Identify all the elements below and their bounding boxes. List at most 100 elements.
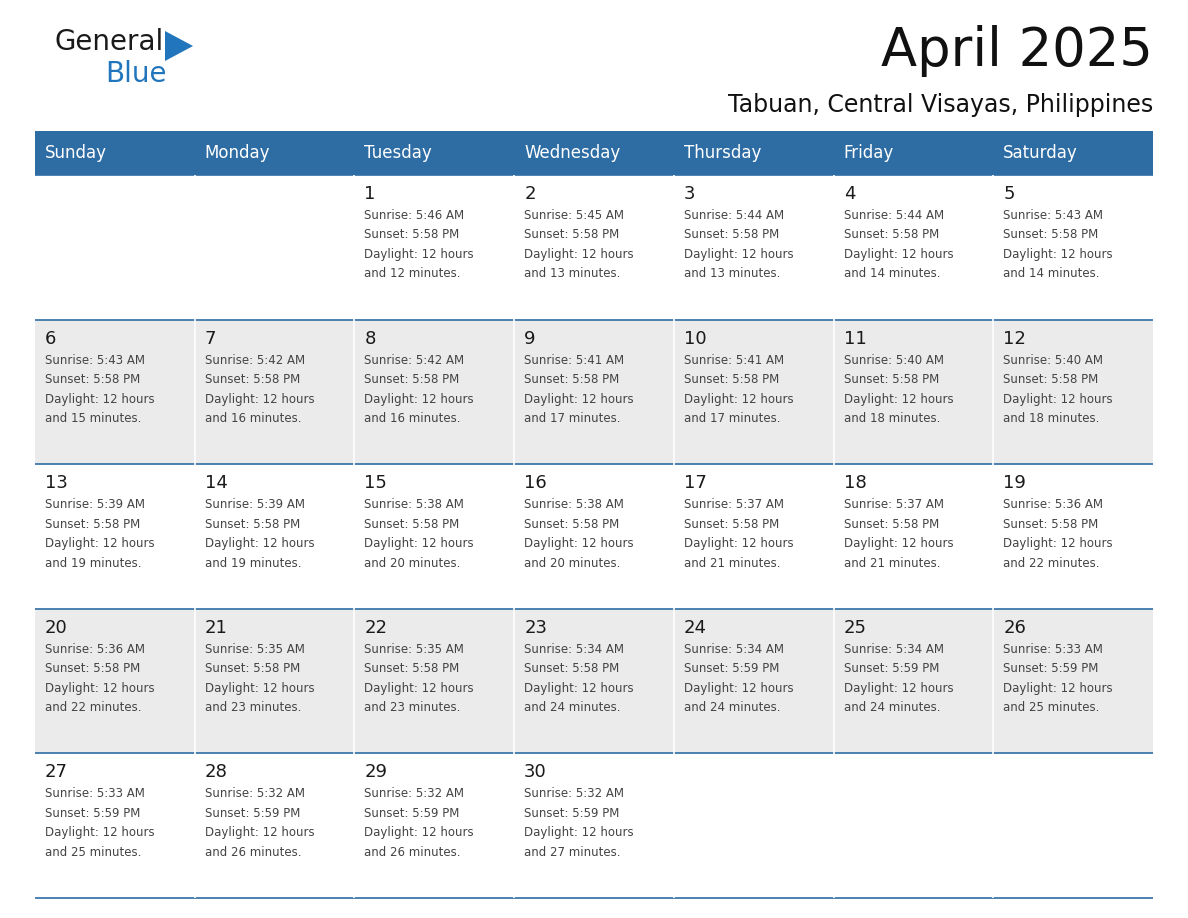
Text: and 19 minutes.: and 19 minutes. (45, 556, 141, 570)
Text: Sunset: 5:58 PM: Sunset: 5:58 PM (365, 662, 460, 676)
Text: and 16 minutes.: and 16 minutes. (204, 412, 302, 425)
Text: Daylight: 12 hours: Daylight: 12 hours (204, 682, 315, 695)
Text: and 22 minutes.: and 22 minutes. (45, 701, 141, 714)
Text: and 24 minutes.: and 24 minutes. (684, 701, 781, 714)
Text: and 20 minutes.: and 20 minutes. (365, 556, 461, 570)
Text: Daylight: 12 hours: Daylight: 12 hours (45, 682, 154, 695)
Text: Thursday: Thursday (684, 144, 762, 162)
Text: Sunset: 5:58 PM: Sunset: 5:58 PM (365, 518, 460, 531)
Text: Sunset: 5:58 PM: Sunset: 5:58 PM (45, 518, 140, 531)
Text: and 15 minutes.: and 15 minutes. (45, 412, 141, 425)
Text: Daylight: 12 hours: Daylight: 12 hours (843, 248, 953, 261)
Text: 2: 2 (524, 185, 536, 203)
Text: Sunset: 5:58 PM: Sunset: 5:58 PM (684, 373, 779, 386)
Text: Sunset: 5:59 PM: Sunset: 5:59 PM (843, 662, 939, 676)
Text: and 12 minutes.: and 12 minutes. (365, 267, 461, 281)
Text: Sunrise: 5:39 AM: Sunrise: 5:39 AM (204, 498, 304, 511)
Text: Daylight: 12 hours: Daylight: 12 hours (1004, 682, 1113, 695)
Text: and 24 minutes.: and 24 minutes. (843, 701, 940, 714)
Text: 28: 28 (204, 764, 228, 781)
Text: Daylight: 12 hours: Daylight: 12 hours (365, 393, 474, 406)
Text: 19: 19 (1004, 475, 1026, 492)
Text: Sunset: 5:58 PM: Sunset: 5:58 PM (524, 662, 619, 676)
Text: and 23 minutes.: and 23 minutes. (365, 701, 461, 714)
Text: Sunrise: 5:44 AM: Sunrise: 5:44 AM (843, 209, 943, 222)
Text: 12: 12 (1004, 330, 1026, 348)
Text: and 22 minutes.: and 22 minutes. (1004, 556, 1100, 570)
Bar (34, 175, 1154, 319)
Text: 8: 8 (365, 330, 375, 348)
Text: 11: 11 (843, 330, 866, 348)
Text: 5: 5 (1004, 185, 1015, 203)
Text: Sunrise: 5:32 AM: Sunrise: 5:32 AM (524, 788, 624, 800)
Text: Sunrise: 5:43 AM: Sunrise: 5:43 AM (45, 353, 145, 366)
Text: Daylight: 12 hours: Daylight: 12 hours (365, 826, 474, 839)
Text: Daylight: 12 hours: Daylight: 12 hours (524, 682, 633, 695)
Text: 13: 13 (45, 475, 68, 492)
Text: 22: 22 (365, 619, 387, 637)
Text: 29: 29 (365, 764, 387, 781)
Text: and 17 minutes.: and 17 minutes. (524, 412, 620, 425)
Polygon shape (165, 31, 192, 61)
Text: Daylight: 12 hours: Daylight: 12 hours (204, 826, 315, 839)
Text: 25: 25 (843, 619, 866, 637)
Text: Sunset: 5:58 PM: Sunset: 5:58 PM (204, 518, 299, 531)
Text: Sunrise: 5:36 AM: Sunrise: 5:36 AM (45, 643, 145, 655)
Text: Sunset: 5:58 PM: Sunset: 5:58 PM (524, 518, 619, 531)
Text: 15: 15 (365, 475, 387, 492)
Text: Sunrise: 5:34 AM: Sunrise: 5:34 AM (684, 643, 784, 655)
Text: 30: 30 (524, 764, 546, 781)
Text: 26: 26 (1004, 619, 1026, 637)
Text: and 18 minutes.: and 18 minutes. (1004, 412, 1100, 425)
Text: Daylight: 12 hours: Daylight: 12 hours (843, 393, 953, 406)
Text: and 13 minutes.: and 13 minutes. (684, 267, 781, 281)
Text: Sunrise: 5:34 AM: Sunrise: 5:34 AM (843, 643, 943, 655)
Bar (34, 131, 1154, 135)
Text: Daylight: 12 hours: Daylight: 12 hours (1004, 393, 1113, 406)
Text: Sunrise: 5:32 AM: Sunrise: 5:32 AM (365, 788, 465, 800)
Text: 10: 10 (684, 330, 707, 348)
Text: 16: 16 (524, 475, 546, 492)
Text: 27: 27 (45, 764, 68, 781)
Text: Daylight: 12 hours: Daylight: 12 hours (684, 537, 794, 550)
Text: Sunrise: 5:39 AM: Sunrise: 5:39 AM (45, 498, 145, 511)
Text: Sunrise: 5:37 AM: Sunrise: 5:37 AM (843, 498, 943, 511)
Text: and 23 minutes.: and 23 minutes. (204, 701, 301, 714)
Text: Sunrise: 5:40 AM: Sunrise: 5:40 AM (1004, 353, 1104, 366)
Text: Saturday: Saturday (1004, 144, 1078, 162)
Text: Sunrise: 5:40 AM: Sunrise: 5:40 AM (843, 353, 943, 366)
Text: Daylight: 12 hours: Daylight: 12 hours (843, 537, 953, 550)
Text: Sunset: 5:59 PM: Sunset: 5:59 PM (365, 807, 460, 820)
Text: General: General (55, 28, 164, 56)
Bar (34, 131, 1154, 175)
Text: 17: 17 (684, 475, 707, 492)
Text: Sunrise: 5:43 AM: Sunrise: 5:43 AM (1004, 209, 1104, 222)
Text: Sunrise: 5:37 AM: Sunrise: 5:37 AM (684, 498, 784, 511)
Text: Daylight: 12 hours: Daylight: 12 hours (204, 393, 315, 406)
Text: Sunset: 5:59 PM: Sunset: 5:59 PM (204, 807, 301, 820)
Text: Daylight: 12 hours: Daylight: 12 hours (1004, 537, 1113, 550)
Text: and 20 minutes.: and 20 minutes. (524, 556, 620, 570)
Text: Daylight: 12 hours: Daylight: 12 hours (684, 393, 794, 406)
Text: Sunset: 5:58 PM: Sunset: 5:58 PM (1004, 373, 1099, 386)
Text: Sunset: 5:59 PM: Sunset: 5:59 PM (1004, 662, 1099, 676)
Text: 18: 18 (843, 475, 866, 492)
Text: Sunset: 5:59 PM: Sunset: 5:59 PM (45, 807, 140, 820)
Text: and 26 minutes.: and 26 minutes. (365, 845, 461, 859)
Text: Sunset: 5:58 PM: Sunset: 5:58 PM (843, 373, 939, 386)
Text: Sunrise: 5:41 AM: Sunrise: 5:41 AM (524, 353, 624, 366)
Text: Sunrise: 5:36 AM: Sunrise: 5:36 AM (1004, 498, 1104, 511)
Text: Wednesday: Wednesday (524, 144, 620, 162)
Text: and 14 minutes.: and 14 minutes. (843, 267, 940, 281)
Text: and 27 minutes.: and 27 minutes. (524, 845, 620, 859)
Text: and 21 minutes.: and 21 minutes. (843, 556, 940, 570)
Text: Sunset: 5:58 PM: Sunset: 5:58 PM (204, 373, 299, 386)
Text: 1: 1 (365, 185, 375, 203)
Text: and 26 minutes.: and 26 minutes. (204, 845, 302, 859)
Text: Sunrise: 5:42 AM: Sunrise: 5:42 AM (204, 353, 305, 366)
Text: Sunrise: 5:34 AM: Sunrise: 5:34 AM (524, 643, 624, 655)
Text: Sunrise: 5:44 AM: Sunrise: 5:44 AM (684, 209, 784, 222)
Text: and 25 minutes.: and 25 minutes. (1004, 701, 1100, 714)
Text: 24: 24 (684, 619, 707, 637)
Text: Sunset: 5:58 PM: Sunset: 5:58 PM (843, 229, 939, 241)
